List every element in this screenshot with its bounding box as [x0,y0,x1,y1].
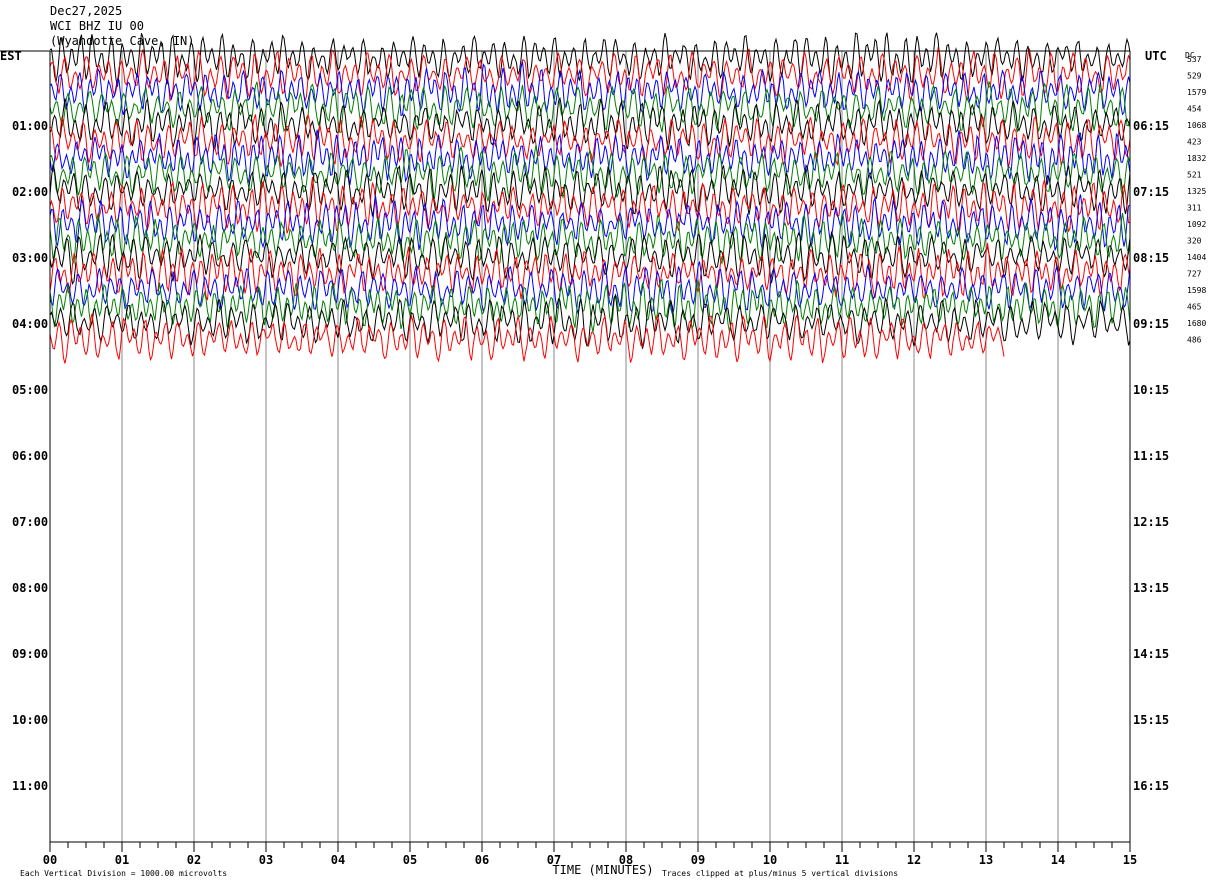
est-hour-label: 06:00 [12,449,48,463]
trace-line [49,32,1131,87]
est-hour-label: 11:00 [12,779,48,793]
dc-offset-label: 1068 [1187,121,1206,130]
x-tick-label: 12 [907,853,921,867]
utc-hour-label: 09:15 [1133,317,1169,331]
dc-offset-label: 423 [1187,138,1202,147]
utc-hour-label: 11:15 [1133,449,1169,463]
dc-offset-label: 1832 [1187,154,1206,163]
dc-offset-label: 1325 [1187,187,1206,196]
utc-hour-label: 07:15 [1133,185,1169,199]
seismic-traces [49,32,1131,364]
location-label: (Wyandotte Cave, IN) [50,34,195,48]
trace-line [49,176,1131,235]
x-tick-label: 07 [547,853,561,867]
dc-offset-label: 1680 [1187,319,1206,328]
x-tick-label: 03 [259,853,273,867]
x-tick-label: 06 [475,853,489,867]
x-tick-label: 01 [115,853,129,867]
dc-offset-label: 727 [1187,270,1202,279]
dc-offset-label: 320 [1187,237,1202,246]
trace-line [49,113,1131,169]
est-hour-label: 03:00 [12,251,48,265]
dc-offset-label: 1579 [1187,88,1206,97]
left-axis-title: EST [0,49,22,63]
utc-hour-label: 16:15 [1133,779,1169,793]
trace-line [49,129,1131,185]
x-tick-label: 15 [1123,853,1137,867]
trace-line [49,313,1005,364]
est-hour-label: 01:00 [12,119,48,133]
dc-offset-label: 1598 [1187,286,1206,295]
x-tick-label: 05 [403,853,417,867]
trace-line [49,61,1131,117]
dc-offset-label: 454 [1187,105,1202,114]
dc-offset-label: 311 [1187,204,1202,213]
dc-offset-label: 537 [1187,55,1202,64]
dc-offset-label: 1092 [1187,220,1206,229]
utc-hour-label: 08:15 [1133,251,1169,265]
x-tick-label: 09 [691,853,705,867]
utc-hour-label: 06:15 [1133,119,1169,133]
est-hour-label: 02:00 [12,185,48,199]
date-label: Dec27,2025 [50,4,123,18]
dc-offset-label: 465 [1187,303,1202,312]
utc-hour-label: 12:15 [1133,515,1169,529]
right-axis-title: UTC [1145,49,1167,63]
x-tick-label: 10 [763,853,777,867]
x-tick-label: 08 [619,853,633,867]
x-tick-label: 00 [43,853,57,867]
x-tick-label: 02 [187,853,201,867]
dc-offset-label: 521 [1187,171,1202,180]
utc-hour-label: 14:15 [1133,647,1169,661]
est-hour-label: 05:00 [12,383,48,397]
est-hour-label: 10:00 [12,713,48,727]
est-hour-label: 08:00 [12,581,48,595]
trace-line [49,46,1131,103]
dc-offset-label: 486 [1187,336,1202,345]
est-hour-label: 09:00 [12,647,48,661]
est-hour-label: 04:00 [12,317,48,331]
utc-hour-label: 13:15 [1133,581,1169,595]
trace-line [49,164,1131,217]
footer-left-note: Each Vertical Division = 1000.00 microvo… [20,869,227,878]
axis-labels: 00 01 02 03 04 05 06 07 08 09 10 11 12 13 14 15 TIME (MI… [0,49,1206,878]
dc-title: DC [1185,51,1195,60]
station-label: WCI BHZ IU 00 [50,19,144,33]
trace-line [49,242,1131,301]
dc-offset-label: 1404 [1187,253,1206,262]
x-tick-label: 11 [835,853,849,867]
x-tick-label: 13 [979,853,993,867]
axes [0,50,1131,852]
x-tick-label: 14 [1051,853,1065,867]
x-tick-label: 04 [331,853,345,867]
x-axis-label: TIME (MINUTES) [552,863,653,877]
footer-right-note: Traces clipped at plus/minus 5 vertical … [662,869,898,878]
utc-hour-label: 10:15 [1133,383,1169,397]
trace-line [49,261,1131,317]
utc-hour-label: 15:15 [1133,713,1169,727]
trace-line [49,96,1131,151]
trace-line [49,278,1131,333]
trace-line [49,194,1131,251]
trace-line [49,293,1131,349]
est-hour-label: 07:00 [12,515,48,529]
dc-offset-label: 529 [1187,72,1202,81]
trace-line [49,212,1131,265]
trace-line [49,81,1131,133]
